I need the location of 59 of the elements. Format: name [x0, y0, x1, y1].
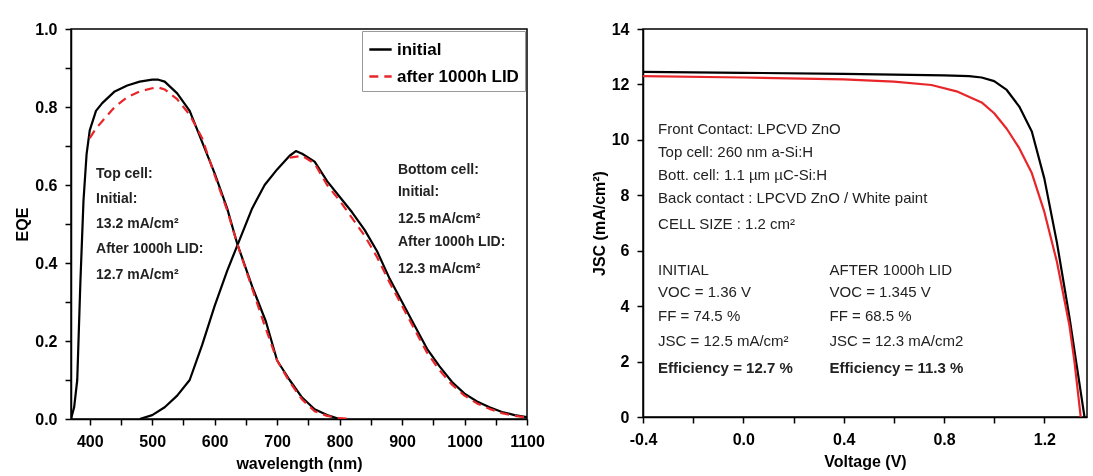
annotation: Front Contact: LPCVD ZnO: [658, 120, 841, 138]
annotation: After 1000h LID:: [96, 240, 204, 257]
x-tick-label: 0.4: [833, 430, 856, 448]
y-tick-label: 0.4: [35, 254, 58, 272]
x-tick-label: 400: [76, 432, 104, 450]
annotation: After 1000h LID:: [397, 232, 506, 249]
y-tick-label: 0.0: [35, 410, 58, 428]
x-axis-title: Voltage (V): [824, 452, 907, 470]
y-tick-label: 4: [620, 297, 630, 315]
x-tick-label: 500: [139, 432, 167, 450]
annotation: FF = 68.5 %: [829, 307, 912, 325]
annotation: AFTER 1000h LID: [829, 260, 953, 278]
y-tick-label: 6: [620, 242, 630, 260]
x-tick-label: -0.4: [629, 430, 658, 448]
annotation: Bott. cell: 1.1 µm µC-Si:H: [658, 166, 828, 184]
y-axis-title: EQE: [14, 207, 32, 242]
y-tick-label: 8: [620, 186, 630, 204]
x-tick-label: 700: [264, 432, 292, 450]
annotation: Efficiency = 11.3 %: [829, 359, 964, 377]
annotation: 12.7 mA/cm²: [96, 265, 179, 282]
line-series: [288, 154, 527, 419]
x-tick-label: 600: [201, 432, 229, 450]
annotation: VOC = 1.345 V: [829, 283, 931, 301]
y-tick-label: 0.8: [35, 98, 58, 116]
x-tick-label: 1000: [447, 432, 483, 450]
annotation: Efficiency = 12.7 %: [658, 359, 793, 377]
annotation: FF = 74.5 %: [658, 307, 741, 325]
annotation: JSC = 12.3 mA/cm2: [829, 331, 964, 349]
x-axis-title: wavelength (nm): [235, 454, 363, 472]
x-tick-label: 1100: [510, 432, 545, 450]
y-tick-label: 0.2: [35, 332, 58, 350]
annotation: Initial:: [96, 190, 138, 207]
annotation: Initial:: [397, 183, 440, 200]
x-tick-label: 900: [389, 432, 417, 450]
legend-label: after 1000h LID: [397, 66, 519, 86]
y-tick-label: 2: [620, 353, 630, 371]
annotation: INITIAL: [658, 260, 709, 278]
annotation: 12.5 mA/cm²: [397, 209, 481, 226]
annotation: VOC = 1.36 V: [658, 283, 752, 301]
annotation: CELL SIZE : 1.2 cm²: [658, 214, 796, 232]
y-tick-label: 12: [611, 75, 630, 93]
y-tick-label: 0.6: [35, 176, 58, 194]
annotation: Top cell:: [96, 165, 153, 182]
y-tick-label: 10: [611, 131, 630, 149]
annotation: JSC = 12.5 mA/cm²: [658, 331, 789, 349]
annotation: 13.2 mA/cm²: [96, 215, 179, 232]
annotation: Back contact : LPCVD ZnO / White paint: [658, 188, 929, 206]
y-axis-title: JSC (mA/cm²): [590, 171, 608, 276]
y-tick-label: 0: [620, 408, 630, 426]
annotation: 12.3 mA/cm²: [397, 259, 481, 276]
x-tick-label: 800: [326, 432, 354, 450]
y-tick-label: 1.0: [35, 20, 58, 38]
annotation: Bottom cell:: [397, 161, 479, 178]
annotation: Top cell: 260 nm a-Si:H: [658, 143, 814, 161]
x-tick-label: 0.8: [933, 430, 956, 448]
y-tick-label: 14: [611, 20, 630, 38]
x-tick-label: 0.0: [732, 430, 756, 448]
legend-label: initial: [397, 39, 442, 59]
x-tick-label: 1.2: [1033, 430, 1057, 448]
